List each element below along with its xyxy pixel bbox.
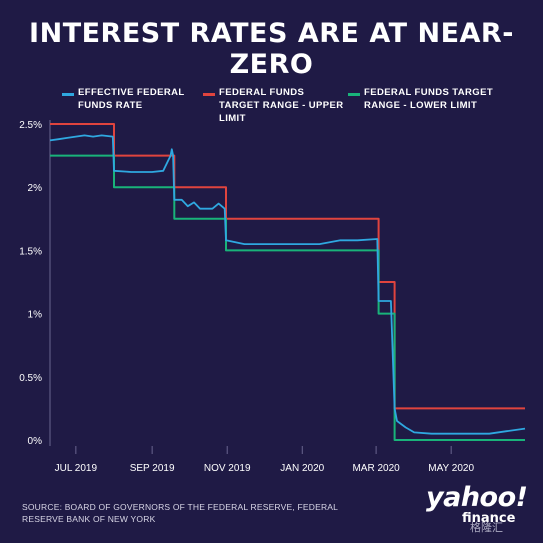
y-tick-label: 0.5%	[19, 373, 42, 384]
y-tick-label: 2%	[28, 183, 43, 194]
upper-limit-line	[50, 123, 525, 410]
x-tick-label: MAR 2020	[352, 463, 400, 474]
source-note: SOURCE: BOARD OF GOVERNORS OF THE FEDERA…	[22, 502, 338, 524]
legend-label-upper-limit: FEDERAL FUNDS TARGET RANGE - UPPER LIMIT	[219, 87, 344, 124]
watermark-text: 格隆汇	[470, 522, 503, 534]
y-tick-label: 2.5%	[19, 120, 42, 131]
legend-label-effective-rate: EFFECTIVE FEDERAL FUNDS RATE	[78, 87, 185, 111]
effective-rate-line	[49, 134, 526, 435]
y-tick-label: 0%	[28, 436, 43, 447]
legend-swatch-lower-limit	[348, 93, 360, 96]
x-tick-label: JAN 2020	[280, 463, 324, 474]
legend-swatch-effective-rate	[62, 93, 74, 96]
lower-limit-line	[50, 154, 525, 441]
legend-swatch-upper-limit	[203, 93, 215, 96]
legend-label-lower-limit: FEDERAL FUNDS TARGET RANGE - LOWER LIMIT	[364, 87, 494, 111]
yahoo-logo: yahoo!	[426, 482, 528, 513]
y-tick-label: 1.5%	[19, 246, 42, 257]
y-tick-label: 1%	[28, 310, 43, 321]
x-tick-label: SEP 2019	[130, 463, 175, 474]
x-tick-label: JUL 2019	[55, 463, 98, 474]
x-tick-label: MAY 2020	[428, 463, 474, 474]
yahoo-finance-wordmark: finance	[462, 511, 516, 526]
x-tick-label: NOV 2019	[204, 463, 251, 474]
chart-title: INTEREST RATES ARE AT NEAR-ZERO	[29, 18, 514, 80]
